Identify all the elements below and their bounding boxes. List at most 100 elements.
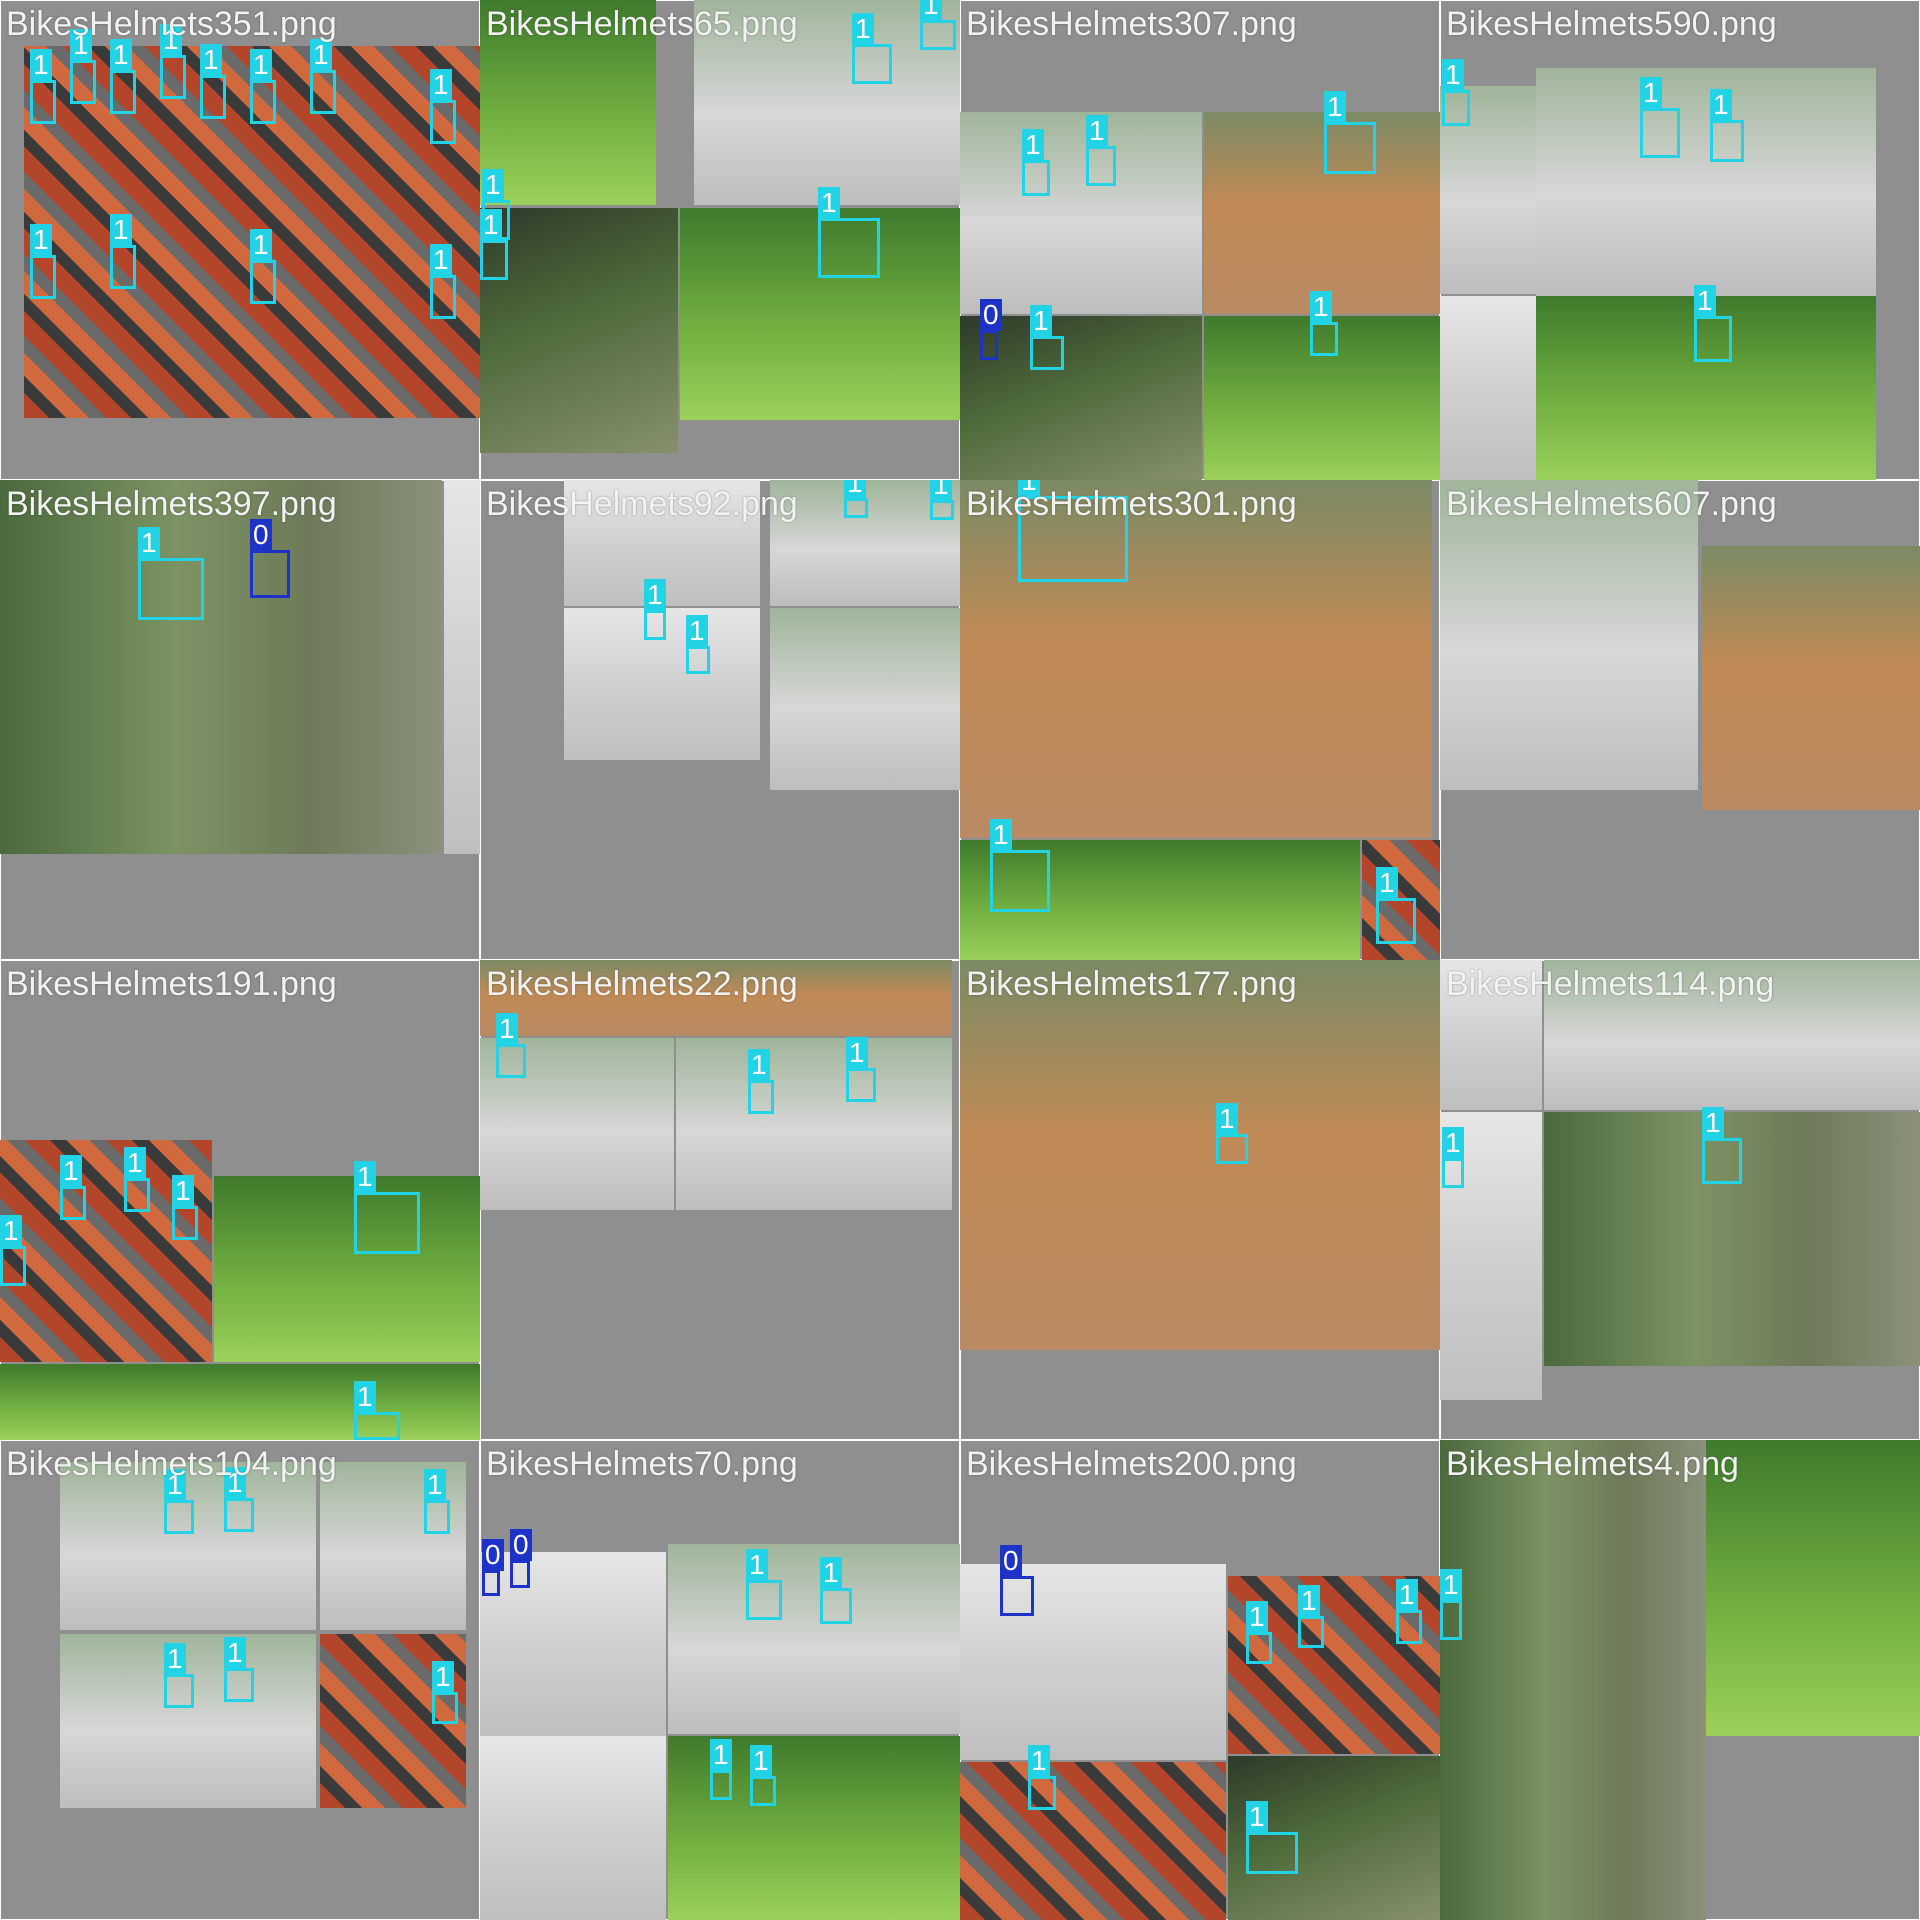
class-label: 1 [686, 615, 708, 647]
tile-filename: BikesHelmets191.png [6, 965, 337, 1003]
tile-filename: BikesHelmets22.png [486, 965, 798, 1003]
detection-box: 1 [1028, 1745, 1056, 1810]
detection-box: 1 [250, 49, 276, 124]
detection-box: 1 [430, 244, 456, 319]
photo [1544, 960, 1920, 1110]
class-label: 1 [124, 1147, 146, 1179]
tile: BikesHelmets177.png 1 [960, 960, 1440, 1440]
class-label: 0 [980, 299, 1002, 331]
photo [564, 608, 760, 760]
photo [960, 1564, 1226, 1760]
detection-box: 1 [746, 1549, 782, 1620]
photo [960, 316, 1202, 480]
photo [0, 1140, 212, 1362]
tile: BikesHelmets307.png 1 1 1 1 1 0 [960, 0, 1440, 480]
class-label: 1 [748, 1049, 770, 1081]
photo [1536, 296, 1876, 480]
class-label: 1 [496, 1013, 518, 1045]
class-label: 1 [172, 1175, 194, 1207]
detection-box: 0 [510, 1529, 532, 1588]
tile: BikesHelmets22.png 1 1 1 [480, 960, 960, 1440]
photo [770, 608, 960, 790]
photo [480, 1736, 666, 1920]
class-label: 1 [1694, 285, 1716, 317]
detection-box: 1 [0, 1215, 26, 1286]
tile-filename: BikesHelmets607.png [1446, 485, 1777, 523]
photo [960, 480, 1432, 838]
detection-box: 1 [1702, 1107, 1742, 1184]
detection-box: 1 [1018, 480, 1128, 582]
tile: BikesHelmets104.png 1 1 1 1 1 1 [0, 1440, 480, 1920]
detection-box: 1 [920, 0, 956, 50]
detection-box: 1 [1640, 77, 1680, 158]
tile-filename: BikesHelmets307.png [966, 5, 1297, 43]
photo [0, 1364, 480, 1440]
class-label: 1 [30, 224, 52, 256]
class-label: 1 [310, 39, 332, 71]
photo [1204, 316, 1440, 480]
detection-box: 1 [1396, 1579, 1422, 1644]
detection-box: 1 [124, 1147, 150, 1212]
tile: BikesHelmets114.png 1 1 [1440, 960, 1920, 1440]
tile: BikesHelmets607.png [1440, 480, 1920, 960]
detection-box: 1 [990, 819, 1050, 912]
photo [214, 1176, 480, 1362]
detection-box: 1 [310, 39, 336, 114]
class-label: 0 [482, 1539, 504, 1571]
class-label: 1 [354, 1161, 376, 1193]
photo [1702, 546, 1920, 810]
detection-box: 1 [844, 480, 868, 518]
class-label: 1 [110, 214, 132, 246]
detection-box: 1 [60, 1155, 86, 1220]
detection-box: 1 [200, 44, 226, 119]
photo [1440, 480, 1698, 790]
class-label: 1 [710, 1739, 732, 1771]
detection-box: 1 [1086, 115, 1116, 186]
detection-box: 1 [164, 1469, 194, 1534]
detection-box: 1 [750, 1745, 776, 1806]
tile-filename: BikesHelmets104.png [6, 1445, 337, 1483]
detection-box: 1 [424, 1469, 450, 1534]
detection-box: 1 [354, 1161, 420, 1254]
class-label: 1 [138, 527, 160, 559]
detection-box: 0 [250, 519, 290, 598]
class-label: 1 [1216, 1103, 1238, 1135]
class-label: 1 [60, 1155, 82, 1187]
photo [1706, 1440, 1920, 1736]
class-label: 1 [1324, 91, 1346, 123]
class-label: 0 [510, 1529, 532, 1561]
detection-box: 1 [70, 29, 96, 104]
detection-box: 1 [354, 1381, 400, 1440]
class-label: 1 [820, 1557, 842, 1589]
tile: BikesHelmets191.png 1 1 1 1 1 1 [0, 960, 480, 1440]
class-label: 1 [644, 579, 666, 611]
class-label: 1 [1440, 1569, 1462, 1601]
tile: BikesHelmets590.png 1 1 1 1 [1440, 0, 1920, 480]
photo [1228, 1756, 1440, 1920]
detection-box: 1 [1694, 285, 1732, 362]
class-label: 1 [930, 480, 952, 501]
detection-box: 1 [1246, 1801, 1298, 1874]
detection-box: 0 [1000, 1545, 1034, 1616]
detection-box: 1 [224, 1467, 254, 1532]
photo [668, 1544, 960, 1734]
class-label: 1 [482, 169, 504, 201]
detection-box: 1 [430, 69, 456, 144]
class-label: 1 [110, 39, 132, 71]
class-label: 1 [746, 1549, 768, 1581]
photo [960, 960, 1440, 1350]
class-label: 1 [1442, 1127, 1464, 1159]
photo [1440, 1440, 1706, 1920]
photo [1440, 960, 1542, 1110]
class-label: 1 [846, 1037, 868, 1069]
detection-box: 1 [818, 187, 880, 278]
detection-box: 1 [164, 1643, 194, 1708]
photo [1440, 296, 1536, 480]
detection-box: 0 [980, 299, 1002, 360]
tile-filename: BikesHelmets397.png [6, 485, 337, 523]
tile: BikesHelmets301.png 1 1 1 [960, 480, 1440, 960]
class-label: 1 [844, 480, 866, 499]
tile: BikesHelmets70.png 1 1 0 0 1 1 [480, 1440, 960, 1920]
tile-filename: BikesHelmets65.png [486, 5, 798, 43]
class-label: 1 [250, 49, 272, 81]
